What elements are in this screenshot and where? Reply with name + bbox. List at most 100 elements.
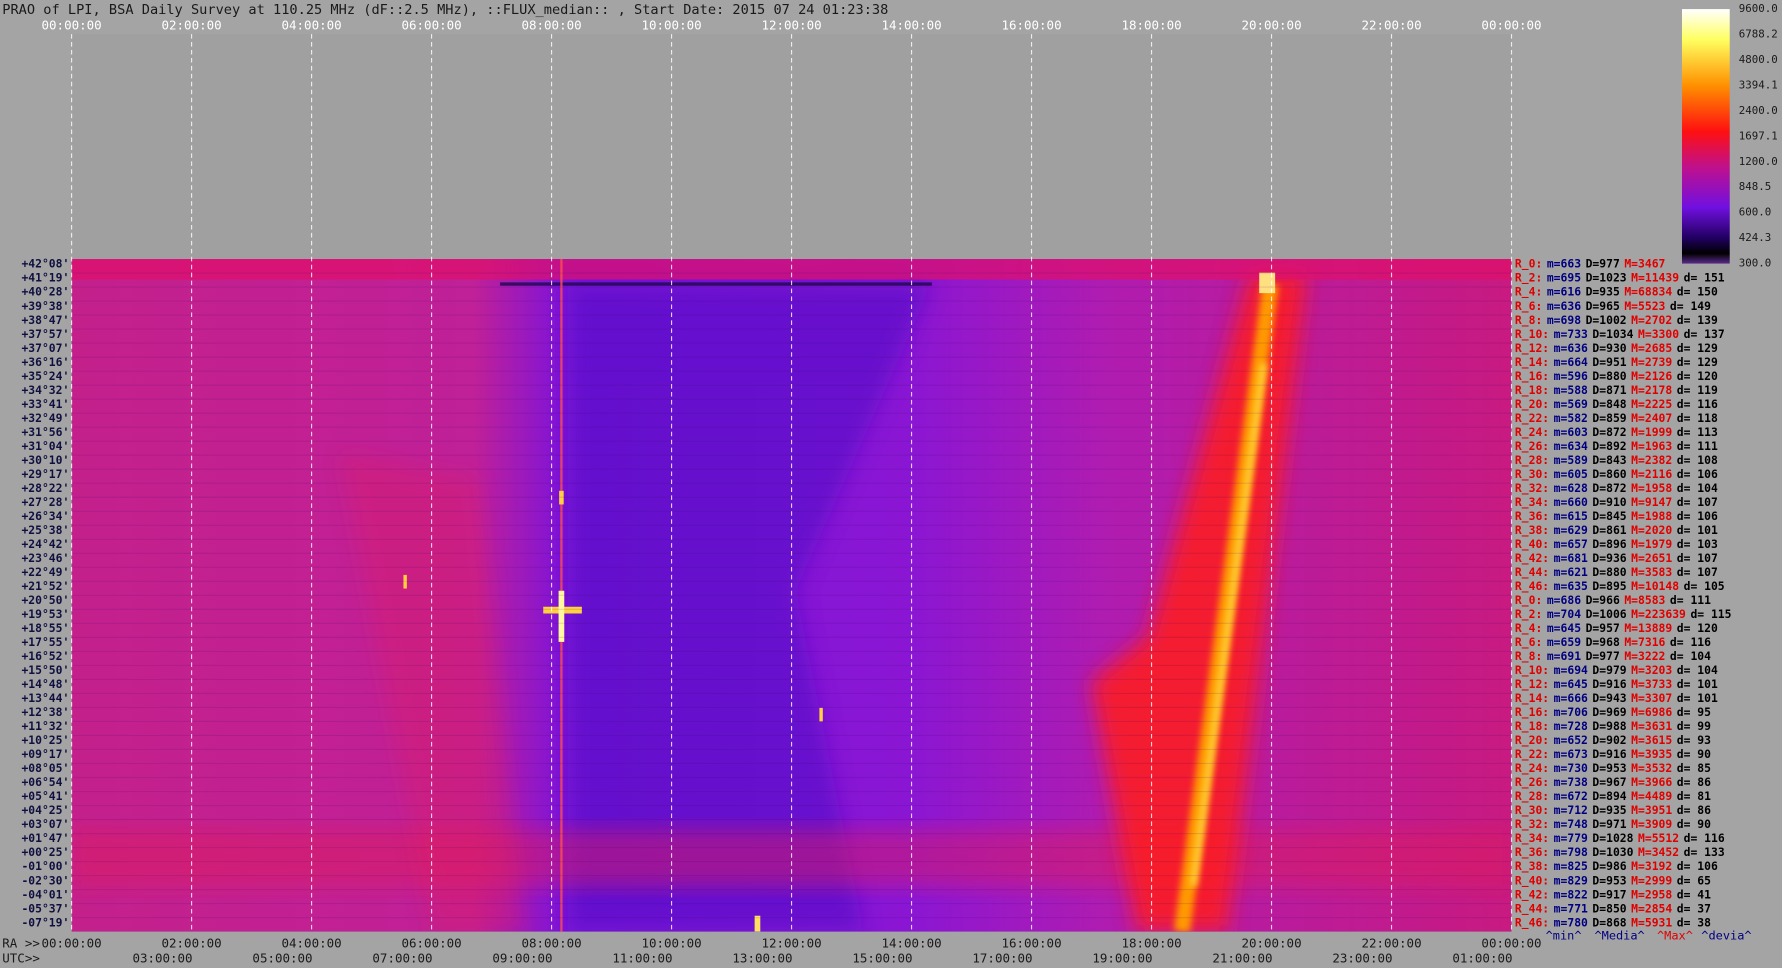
declination-label: +17°55' [21,635,69,649]
stats-field: D=860 [1592,467,1626,481]
stats-field: D=861 [1592,523,1626,537]
stats-field: D=895 [1592,579,1626,593]
declination-label: +22°49' [21,565,69,579]
stats-field: D=935 [1592,803,1626,817]
stats-field: m=659 [1547,635,1581,649]
stats-legend: ^Max^ [1657,929,1693,943]
ra-tick-label: 14:00:00 [881,936,941,951]
stats-field: d= 86 [1677,775,1711,789]
stats-field: d= 137 [1684,327,1725,341]
stats-field: D=871 [1592,383,1626,397]
stats-field: d= 150 [1677,285,1718,299]
stats-row: R_22: m=582 D=859 M=2407 d= 118 [1515,411,1718,425]
stats-field: M=7316 [1624,635,1665,649]
stats-field: m=629 [1554,523,1588,537]
stats-field: R_28: [1515,453,1549,467]
stats-field: D=872 [1592,425,1626,439]
stats-field: m=730 [1554,761,1588,775]
stats-field: D=936 [1592,551,1626,565]
burst [1259,272,1276,294]
stats-field: d= 90 [1677,747,1711,761]
stats-row: R_30: m=712 D=935 M=3951 d= 86 [1515,803,1711,817]
stats-field: m=636 [1554,341,1588,355]
stats-row: R_16: m=706 D=969 M=6986 d= 95 [1515,705,1711,719]
stats-row: R_4: m=645 D=957 M=13889 d= 120 [1515,621,1718,635]
declination-label: +26°34' [21,509,69,523]
colorbar-label: 300.0 [1739,257,1771,270]
stats-field: d= 86 [1677,803,1711,817]
stats-field: M=5512 [1638,831,1679,845]
stats-field: R_14: [1515,355,1549,369]
stats-field: R_6: [1515,299,1542,313]
top-tick-label: 12:00:00 [761,18,821,33]
stats-field: d= 108 [1677,453,1718,467]
ra-tick-label: 02:00:00 [162,936,222,951]
top-tick-label: 02:00:00 [162,18,222,33]
colorbar [1681,9,1730,264]
declination-label: +09°17' [21,747,69,761]
declination-label: +41°19' [21,271,69,285]
stats-field: M=3307 [1631,691,1672,705]
stats-field: m=588 [1554,383,1588,397]
declination-label: -04°01' [21,887,69,901]
stats-field: D=917 [1592,887,1626,901]
stats-field: M=1988 [1631,509,1672,523]
stats-field: m=569 [1554,397,1588,411]
stats-field: d= 139 [1677,313,1718,327]
stats-field: m=645 [1547,621,1581,635]
stats-row: R_2: m=695 D=1023 M=11439 d= 151 [1515,271,1725,285]
utc-tick-label: 07:00:00 [372,950,432,965]
stats-row: R_18: m=728 D=988 M=3631 d= 99 [1515,719,1711,733]
stats-field: R_34: [1515,495,1549,509]
stats-field: R_42: [1515,551,1549,565]
stats-row: R_18: m=588 D=871 M=2178 d= 119 [1515,383,1718,397]
stats-field: M=3192 [1631,859,1672,873]
stats-field: M=3203 [1631,663,1672,677]
stats-field: d= 106 [1677,467,1718,481]
declination-label: +34°32' [21,383,69,397]
declination-label: +31°04' [21,439,69,453]
stats-field: d= 151 [1684,271,1725,285]
stats-field: d= 120 [1677,621,1718,635]
stats-field: R_4: [1515,621,1542,635]
stats-field: R_30: [1515,803,1549,817]
stats-field: m=706 [1554,705,1588,719]
stats-row: R_4: m=616 D=935 M=68834 d= 150 [1515,285,1718,299]
stats-field: D=965 [1586,299,1620,313]
declination-label: +21°52' [21,579,69,593]
stats-field: M=2116 [1631,467,1672,481]
stats-field: D=943 [1592,691,1626,705]
stats-field: m=603 [1554,425,1588,439]
declination-label: +06°54' [21,775,69,789]
warm-ridge [340,454,523,932]
stats-legend: ^min^ [1546,929,1582,943]
stats-field: R_20: [1515,733,1549,747]
declination-label: +18°55' [21,621,69,635]
stats-field: R_30: [1515,467,1549,481]
stats-field: M=1979 [1631,537,1672,551]
burst [403,574,407,589]
declination-label: +03°07' [21,817,69,831]
top-tick-label: 00:00:00 [1481,18,1541,33]
stats-field: M=3733 [1631,677,1672,691]
stats-row: R_32: m=748 D=971 M=3909 d= 90 [1515,817,1711,831]
stats-field: m=660 [1554,495,1588,509]
stats-field: D=896 [1592,537,1626,551]
stats-row: R_34: m=660 D=910 M=9147 d= 107 [1515,495,1718,509]
top-tick-label: 16:00:00 [1001,18,1061,33]
stats-row: R_20: m=569 D=848 M=2225 d= 116 [1515,397,1718,411]
declination-label: +04°25' [21,803,69,817]
stats-field: D=916 [1592,747,1626,761]
stats-field: R_42: [1515,887,1549,901]
stats-field: D=1023 [1586,271,1627,285]
stats-field: R_26: [1515,439,1549,453]
declination-label: +30°10' [21,453,69,467]
stats-field: D=953 [1592,761,1626,775]
stats-field: R_28: [1515,789,1549,803]
stats-field: d= 41 [1677,887,1711,901]
source-track [1174,282,1279,932]
title: PRAO of LPI, BSA Daily Survey at 110.25 … [2,2,888,18]
top-tick-label: 10:00:00 [641,18,701,33]
stats-field: D=969 [1592,705,1626,719]
stats-field: m=822 [1554,887,1588,901]
